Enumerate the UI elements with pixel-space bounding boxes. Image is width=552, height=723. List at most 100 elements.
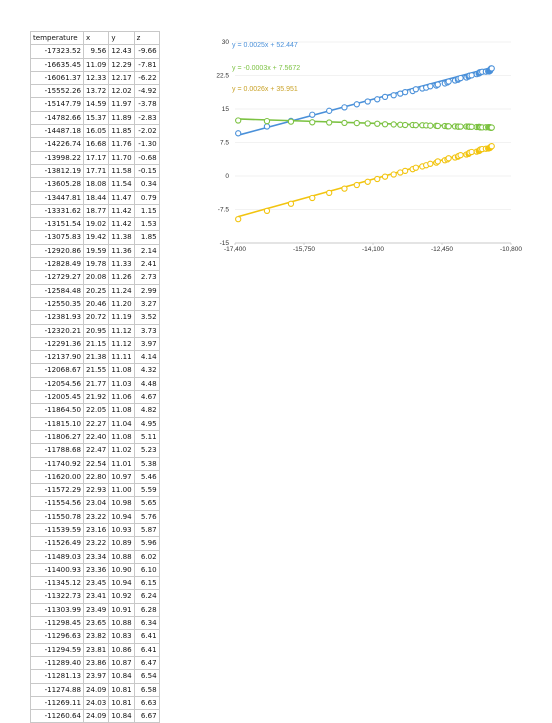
table-row: -12828.49 19.78 11.33 2.41 [30,257,160,272]
table-cell: 6.58 [133,682,160,697]
table-cell: 4.32 [133,363,160,378]
table-cell: 3.27 [133,296,160,312]
table-cell: 10.93 [108,522,135,538]
table-cell: 19.78 [82,257,110,272]
data-point-x [381,93,389,101]
table-cell: 11.97 [108,97,135,112]
data-point-y [401,121,409,129]
table-row: -15552.26 13.72 12.02 -4.92 [30,84,160,99]
column-header-y: y [108,30,135,46]
x-tick-label: -10,800 [500,246,522,253]
table-cell: 12.17 [108,70,135,86]
table-cell: 20.95 [82,323,110,338]
table-row: -11345.12 23.45 10.94 6.15 [30,576,160,591]
data-point-y [427,122,434,129]
table-cell: 10.81 [108,695,135,711]
table-cell: 11.58 [108,163,135,179]
table-cell: 14.59 [82,97,110,112]
table-cell: 23.22 [82,536,110,551]
table-row: -15147.79 14.59 11.97 -3.78 [30,97,160,112]
table-cell: -11294.59 [30,642,84,657]
table-cell: 9.56 [82,44,110,59]
table-cell: 6.41 [133,629,160,644]
table-cell: -12320.21 [30,323,84,338]
table-cell: 2.73 [133,270,160,285]
table-cell: 11.03 [108,376,135,392]
table-cell: -16061.37 [30,70,84,86]
table-row: -11572.29 22.93 11.00 5.59 [30,483,160,498]
data-point-y [364,120,371,127]
table-cell: -1.30 [133,137,160,152]
table-cell: 23.82 [82,629,110,644]
data-point-y [412,122,419,129]
table-cell: 4.67 [133,390,160,405]
table-cell: -12920.86 [30,243,84,259]
table-cell: -4.92 [133,84,160,99]
table-cell: 10.83 [108,629,135,644]
table-cell: 5.96 [133,536,160,551]
table-row: -12054.56 21.77 11.03 4.48 [30,376,160,392]
data-point-y [390,121,397,128]
data-point-x [468,72,475,79]
table-row: -11289.40 23.86 10.87 6.47 [30,655,160,671]
table-cell: -2.83 [133,110,160,126]
data-point-y [263,117,271,125]
table-cell: 11.89 [108,110,135,126]
data-table: temperature x y z -17323.52 9.56 12.43 -9.6… [30,30,160,723]
table-cell: 5.76 [133,509,160,524]
data-point-x [374,96,381,103]
table-row: -13331.62 18.77 11.42 1.15 [30,203,160,219]
x-tick-label: -17,400 [224,246,246,253]
table-row: -16635.45 11.09 12.29 -7.81 [30,57,160,72]
table-cell: -14487.18 [30,124,84,139]
data-point-y [326,119,333,126]
data-point-y [488,124,495,131]
table-cell: -11620.00 [30,469,84,485]
table-cell: 0.34 [133,177,160,192]
table-row: -13075.83 19.42 11.38 1.85 [30,230,160,245]
table-cell: 5.23 [133,443,160,458]
table-row: -11303.99 23.49 10.91 6.28 [30,602,160,618]
table-header-row: temperature x y z [30,30,160,46]
data-point-x [263,123,271,130]
data-point-x [445,78,452,85]
table-cell: -11298.45 [30,616,84,631]
table-cell: 1.53 [133,217,160,232]
data-point-y [353,119,360,127]
table-cell: 4.14 [133,350,160,365]
data-point-x [488,65,495,72]
table-row: -11274.88 24.09 10.81 6.58 [30,682,160,697]
table-cell: 10.89 [108,536,135,551]
table-cell: 11.42 [108,203,135,219]
table-row: -13812.19 17.71 11.58 -0.15 [30,163,160,179]
y-tick-label: 15 [222,106,230,113]
data-point-z [374,175,381,183]
table-cell: 6.15 [133,576,160,591]
table-row: -12005.45 21.92 11.06 4.67 [30,390,160,405]
data-point-y [374,120,381,127]
data-point-y [457,123,464,130]
table-cell: 19.42 [82,230,110,245]
table-cell: 23.49 [82,602,110,618]
table-row: -12381.93 20.72 11.19 3.52 [30,310,160,325]
table-cell: 20.08 [82,270,110,285]
data-point-z [309,194,316,202]
data-point-y [445,123,452,130]
table-cell: 23.65 [82,616,110,631]
trendline-equation-x: y = 0.0025x + 52.447 [232,42,298,49]
data-point-x [341,104,348,111]
table-cell: 11.76 [108,137,135,152]
data-point-x [326,107,333,114]
x-tick-label: -12,450 [431,246,453,253]
table-row: -11620.00 22.80 10.97 5.46 [30,469,160,485]
table-cell: 11.36 [108,243,135,259]
table-cell: 4.82 [133,403,160,418]
table-row: -12291.36 21.15 11.12 3.97 [30,336,160,352]
y-tick-label: 7.5 [220,140,229,147]
table-cell: 11.85 [108,124,135,139]
table-row: -13605.28 18.08 11.54 0.34 [30,177,160,192]
table-cell: 6.63 [133,695,160,711]
table-cell: 19.59 [82,243,110,259]
table-cell: -11526.49 [30,536,84,551]
